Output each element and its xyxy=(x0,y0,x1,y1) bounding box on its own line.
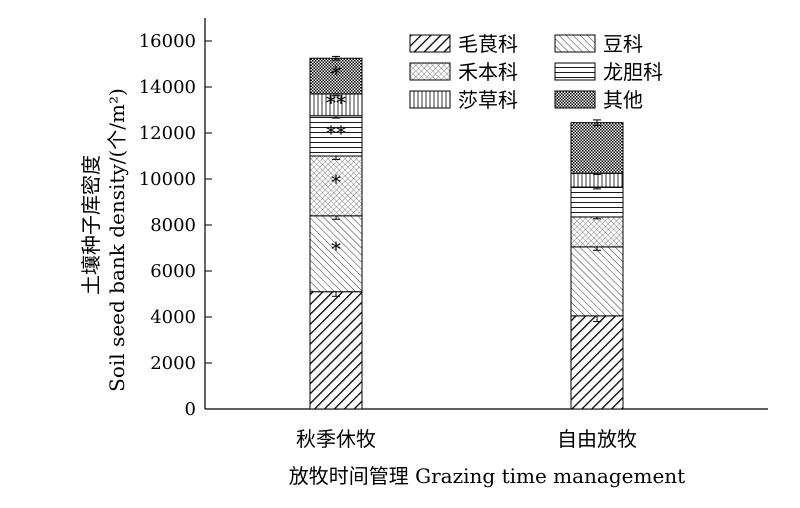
legend-label: 龙胆科 xyxy=(603,60,663,84)
bar-segment xyxy=(309,115,363,157)
y-axis-title-en: Soil seed bank density/(个/m²) xyxy=(105,88,129,392)
bar-segment xyxy=(570,172,624,188)
legend-swatch xyxy=(409,34,451,53)
significance-mark: * xyxy=(331,237,341,261)
legend-label: 禾本科 xyxy=(458,60,518,84)
significance-mark: ** xyxy=(326,121,346,145)
legend-swatch xyxy=(409,90,451,109)
axes: 0 2000 4000 6000 8000 10000 12000 14000 16000 秋季休… xyxy=(139,18,768,451)
bar-segment xyxy=(570,315,624,410)
bars xyxy=(309,55,624,410)
y-tick-label: 12000 xyxy=(139,123,196,144)
x-axis-title: 放牧时间管理 Grazing time management xyxy=(289,464,685,488)
y-tick-label: 4000 xyxy=(150,307,196,328)
x-tick-label: 自由放牧 xyxy=(557,427,637,451)
y-tick-label: 6000 xyxy=(150,261,196,282)
legend-swatch xyxy=(554,90,596,109)
bar-segment xyxy=(309,215,363,293)
y-tick-label: 14000 xyxy=(139,77,196,98)
y-axis-title-cn: 土壤种子库密度 xyxy=(79,155,103,295)
legend-label: 豆科 xyxy=(603,32,643,56)
legend-swatch xyxy=(554,34,596,53)
y-tick-label: 10000 xyxy=(139,169,196,190)
significance-mark: ** xyxy=(326,91,346,115)
bar-segment xyxy=(570,122,624,174)
significance-mark: * xyxy=(331,61,341,85)
y-tick-label: 16000 xyxy=(139,31,196,52)
bar-segment xyxy=(309,57,363,95)
legend-label: 其他 xyxy=(603,88,643,112)
y-tick-label: 2000 xyxy=(150,353,196,374)
significance-marks: ******* xyxy=(326,61,346,261)
legend-swatch xyxy=(409,62,451,81)
bar-segment xyxy=(309,155,363,217)
legend-swatch xyxy=(554,62,596,81)
bar-segment xyxy=(570,246,624,317)
significance-mark: * xyxy=(331,170,341,194)
bar-segment xyxy=(570,216,624,248)
legend-label: 毛茛科 xyxy=(458,32,518,56)
x-tick-label: 秋季休牧 xyxy=(296,427,376,451)
bar-segment xyxy=(570,186,624,218)
legend-label: 莎草科 xyxy=(458,88,518,112)
y-tick-label: 8000 xyxy=(150,215,196,236)
bar-segment xyxy=(309,291,363,410)
y-tick-label: 0 xyxy=(185,399,196,420)
